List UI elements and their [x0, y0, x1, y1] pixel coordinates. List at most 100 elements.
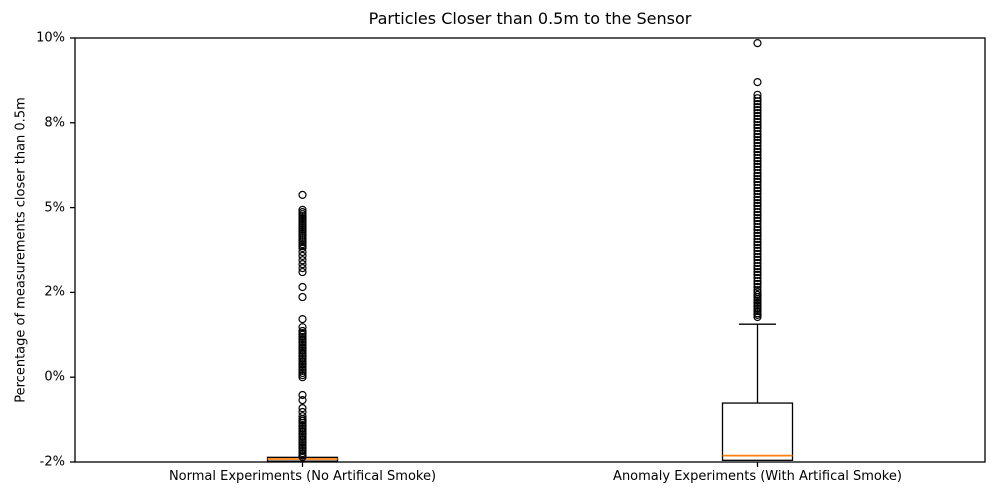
flier-marker — [298, 404, 307, 413]
flier-marker — [753, 180, 762, 190]
flier-marker — [753, 111, 762, 121]
flier-marker — [298, 251, 307, 261]
flier-marker — [753, 267, 762, 277]
axes-frame — [74, 37, 986, 463]
flier-marker — [298, 323, 307, 332]
flier-marker — [753, 234, 762, 244]
flier-marker — [753, 123, 762, 132]
y-tick-label: -2% — [39, 454, 65, 470]
flier-marker — [753, 120, 762, 130]
flier-marker — [753, 279, 762, 289]
flier-marker — [753, 225, 762, 235]
flier-marker — [753, 237, 762, 247]
flier-marker — [753, 273, 762, 283]
chart-title: Particles Closer than 0.5m to the Sensor — [368, 9, 692, 28]
flier-marker — [753, 223, 762, 232]
flier-marker — [298, 205, 307, 214]
flier-marker — [753, 204, 762, 214]
flier-marker — [298, 390, 307, 400]
flier-marker — [753, 246, 762, 255]
flier-marker — [753, 97, 762, 106]
flier-marker — [298, 243, 307, 253]
flier-marker — [753, 138, 762, 147]
flier-marker — [753, 262, 762, 271]
flier-marker — [753, 210, 762, 220]
flier-marker — [298, 190, 307, 199]
y-tick-label: 8% — [44, 115, 65, 131]
flier-marker — [753, 276, 762, 286]
flier-marker — [753, 165, 762, 175]
flier-marker — [753, 162, 762, 171]
flier-marker — [753, 94, 762, 103]
flier-marker — [753, 264, 762, 274]
flier-marker — [298, 263, 307, 273]
flier-marker — [298, 282, 307, 292]
flier-marker — [298, 452, 307, 462]
flier-marker — [753, 312, 762, 322]
flier-marker — [753, 183, 762, 193]
flier-marker — [753, 282, 762, 292]
flier-marker — [753, 231, 762, 240]
flier-marker — [753, 270, 762, 279]
flier-marker — [753, 141, 762, 151]
flier-marker — [298, 373, 307, 382]
flier-marker — [753, 154, 762, 163]
flier-marker — [753, 201, 762, 211]
flier-marker — [298, 256, 307, 265]
flier-marker — [753, 195, 762, 205]
flier-marker — [298, 247, 307, 257]
flier-marker — [753, 108, 762, 118]
flier-marker — [753, 258, 762, 268]
x-tick-label-normal: Normal Experiments (No Artifical Smoke) — [168, 469, 437, 484]
flier-marker — [753, 219, 762, 229]
flier-marker — [753, 132, 762, 142]
flier-marker — [753, 252, 762, 262]
flier-marker — [753, 186, 762, 196]
flier-marker — [753, 213, 762, 223]
flier-marker — [298, 231, 307, 240]
flier-marker — [753, 189, 762, 199]
flier-marker — [753, 255, 762, 264]
flier-marker — [753, 208, 762, 217]
y-tick-label: 2% — [44, 284, 65, 300]
flier-marker — [753, 38, 762, 48]
flier-marker — [753, 130, 762, 139]
flier-marker — [753, 135, 762, 145]
flier-marker — [298, 260, 307, 269]
flier-marker — [753, 193, 762, 202]
flier-marker — [298, 395, 307, 405]
flier-marker — [753, 144, 762, 154]
flier-marker — [753, 169, 762, 178]
flier-marker — [753, 174, 762, 184]
flier-marker — [753, 150, 762, 160]
y-tick-label: 0% — [44, 369, 65, 385]
flier-marker — [298, 267, 307, 277]
y-tick-label: 5% — [44, 200, 65, 216]
y-tick-label: 10% — [36, 30, 65, 46]
flier-marker — [753, 114, 762, 124]
box — [721, 402, 794, 461]
flier-marker — [753, 216, 762, 225]
flier-marker — [753, 90, 762, 99]
flier-marker — [753, 156, 762, 166]
flier-marker — [753, 249, 762, 259]
flier-marker — [298, 315, 307, 324]
flier-marker — [753, 105, 762, 115]
flier-marker — [753, 103, 762, 112]
flier-marker — [753, 159, 762, 169]
flier-marker — [753, 228, 762, 238]
flier-marker — [753, 147, 762, 157]
x-tick-label-anomaly: Anomaly Experiments (With Artifical Smok… — [613, 469, 902, 484]
flier-marker — [753, 100, 762, 109]
flier-marker — [753, 243, 762, 253]
flier-marker — [753, 198, 762, 208]
flier-marker — [753, 177, 762, 186]
flier-marker — [753, 126, 762, 136]
flier-marker — [753, 240, 762, 250]
flier-marker — [298, 292, 307, 302]
flier-marker — [753, 117, 762, 127]
flier-marker — [753, 171, 762, 181]
flier-marker — [753, 77, 762, 87]
